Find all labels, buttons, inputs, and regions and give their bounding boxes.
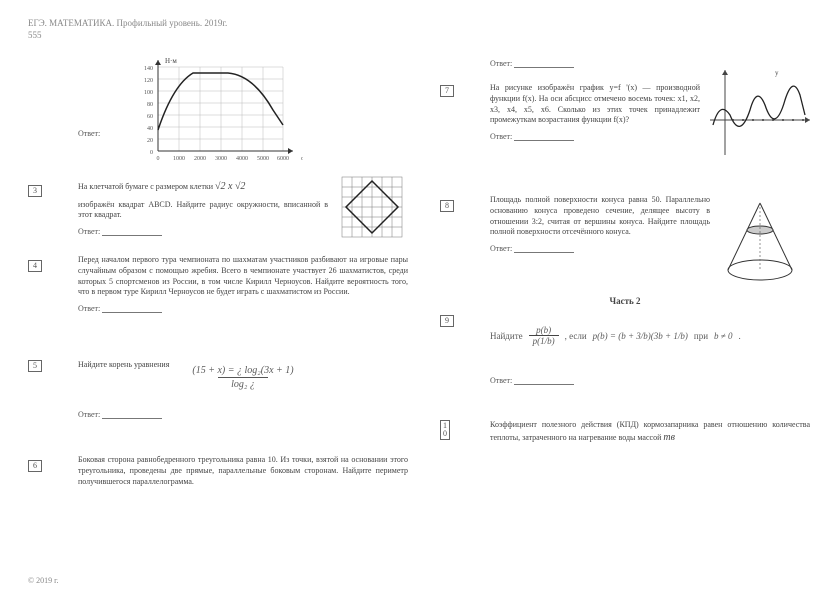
answer-5: Ответ: — [78, 410, 408, 419]
q4-block: Перед началом первого тура чемпионата по… — [78, 255, 408, 323]
answer-9: Ответ: — [490, 376, 810, 385]
svg-text:6000: 6000 — [277, 156, 289, 162]
q9-when: при — [694, 331, 708, 341]
svg-text:140: 140 — [144, 66, 153, 72]
q9-if: , если — [565, 331, 587, 341]
qnum-9: 9 — [440, 315, 454, 327]
q6-text: Боковая сторона равнобедренного треуголь… — [78, 455, 408, 487]
q10-block: Коэффициент полезного действия (КПД) кор… — [490, 420, 810, 450]
q8-diagram — [720, 195, 800, 287]
q9-find: Найдите — [490, 331, 523, 341]
svg-text:60: 60 — [147, 114, 153, 120]
q3-text-b: изображён квадрат ABCD. Найдите радиус о… — [78, 200, 328, 222]
svg-text:100: 100 — [144, 90, 153, 96]
q10-var: mв — [663, 432, 675, 443]
q3-formula: √2 x √2 — [215, 181, 245, 192]
q10-text: Коэффициент полезного действия (КПД) кор… — [490, 420, 810, 444]
svg-text:0: 0 — [150, 150, 153, 156]
q5-block: Найдите корень уравнения (15 + x) = ¿ lo… — [78, 360, 408, 429]
q5-text: Найдите корень уравнения — [78, 360, 169, 369]
header-line1: ЕГЭ. МАТЕМАТИКА. Профильный уровень. 201… — [28, 18, 227, 30]
q3-text: На клетчатой бумаге с размером клетки √2… — [78, 180, 328, 194]
q9-block: Найдите p(b) p(1/b) , если p(b) = (b + 3… — [490, 325, 810, 395]
page-header: ЕГЭ. МАТЕМАТИКА. Профильный уровень. 201… — [28, 18, 227, 41]
qnum-4: 4 — [28, 260, 42, 272]
chart-y-title: H·м — [165, 57, 177, 65]
torque-chart: H·м 140 120 100 80 60 40 20 0 — [133, 55, 303, 165]
q7-block: На рисунке изображён график y=f '(x) — п… — [490, 83, 700, 151]
answer-2: Ответ: — [78, 129, 100, 138]
qnum-7: 7 — [440, 85, 454, 97]
svg-text:40: 40 — [147, 126, 153, 132]
svg-text:5000: 5000 — [257, 156, 269, 162]
q8-text: Площадь полной поверхности конуса равна … — [490, 195, 710, 238]
qnum-3: 3 — [28, 185, 42, 197]
svg-text:1000: 1000 — [173, 156, 185, 162]
svg-text:4000: 4000 — [236, 156, 248, 162]
answer-label: Ответ: — [78, 129, 100, 138]
q9-formula-cond: b ≠ 0 — [714, 331, 732, 341]
q7-text: На рисунке изображён график y=f '(x) — п… — [490, 83, 700, 126]
answer-6r: Ответ: — [490, 59, 574, 68]
q7-diagram: y — [705, 65, 815, 162]
answer-4: Ответ: — [78, 304, 408, 313]
svg-text:об/мин: об/мин — [301, 155, 303, 162]
qnum-6: 6 — [28, 460, 42, 472]
qnum-8: 8 — [440, 200, 454, 212]
q9-row: Найдите p(b) p(1/b) , если p(b) = (b + 3… — [490, 325, 810, 346]
svg-text:y: y — [775, 69, 779, 77]
q8-block: Площадь полной поверхности конуса равна … — [490, 195, 710, 263]
svg-text:0: 0 — [157, 156, 160, 162]
qnum-10: 1 0 — [440, 420, 450, 440]
q9-frac-top: p(b) — [536, 325, 551, 335]
svg-text:3000: 3000 — [215, 156, 227, 162]
q9-frac-bot: p(1/b) — [529, 335, 559, 346]
q3-block: На клетчатой бумаге с размером клетки √2… — [78, 180, 328, 246]
q4-text: Перед началом первого тура чемпионата по… — [78, 255, 408, 298]
answer-3: Ответ: — [78, 227, 328, 236]
q3-diagram — [338, 173, 406, 243]
q5-formula-bot: log₂ ¿ — [78, 379, 408, 390]
svg-text:80: 80 — [147, 102, 153, 108]
svg-text:20: 20 — [147, 138, 153, 144]
svg-text:2000: 2000 — [194, 156, 206, 162]
svg-text:120: 120 — [144, 78, 153, 84]
part2-title: Часть 2 — [440, 296, 810, 306]
q9-formula-mid: p(b) = (b + 3/b)(3b + 1/b) — [593, 331, 688, 341]
answer-8: Ответ: — [490, 244, 710, 253]
page-footer: © 2019 г. — [28, 576, 58, 585]
q6-block: Боковая сторона равнобедренного треуголь… — [78, 455, 408, 493]
qnum-5: 5 — [28, 360, 42, 372]
header-line2: 555 — [28, 30, 227, 42]
answer-7: Ответ: — [490, 132, 700, 141]
